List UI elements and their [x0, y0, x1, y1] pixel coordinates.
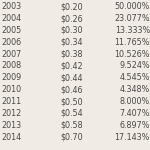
Text: $0.70: $0.70: [60, 133, 83, 142]
Text: 2014: 2014: [2, 133, 22, 142]
Text: 9.524%: 9.524%: [119, 61, 150, 70]
Text: 2011: 2011: [2, 97, 22, 106]
Text: 2003: 2003: [2, 2, 22, 11]
Text: 2012: 2012: [2, 109, 22, 118]
Text: $0.46: $0.46: [60, 85, 82, 94]
Text: 2005: 2005: [2, 26, 22, 35]
Text: 2010: 2010: [2, 85, 22, 94]
Text: 2007: 2007: [2, 50, 22, 59]
Text: $0.30: $0.30: [60, 26, 82, 35]
Text: $0.38: $0.38: [60, 50, 82, 59]
Text: 11.765%: 11.765%: [114, 38, 150, 47]
Text: 17.143%: 17.143%: [115, 133, 150, 142]
Text: 4.348%: 4.348%: [120, 85, 150, 94]
Text: $0.20: $0.20: [60, 2, 83, 11]
Text: 50.000%: 50.000%: [115, 2, 150, 11]
Text: 2013: 2013: [2, 121, 22, 130]
Text: 2009: 2009: [2, 73, 22, 82]
Text: $0.26: $0.26: [60, 14, 83, 23]
Text: $0.54: $0.54: [60, 109, 83, 118]
Text: 10.526%: 10.526%: [114, 50, 150, 59]
Text: $0.50: $0.50: [60, 97, 83, 106]
Text: 2004: 2004: [2, 14, 22, 23]
Text: 8.000%: 8.000%: [120, 97, 150, 106]
Text: 7.407%: 7.407%: [120, 109, 150, 118]
Text: $0.58: $0.58: [60, 121, 83, 130]
Text: $0.42: $0.42: [60, 61, 83, 70]
Text: $0.44: $0.44: [60, 73, 82, 82]
Text: 2006: 2006: [2, 38, 22, 47]
Text: 6.897%: 6.897%: [120, 121, 150, 130]
Text: 2008: 2008: [2, 61, 22, 70]
Text: $0.34: $0.34: [60, 38, 82, 47]
Text: 13.333%: 13.333%: [115, 26, 150, 35]
Text: 4.545%: 4.545%: [120, 73, 150, 82]
Text: 23.077%: 23.077%: [114, 14, 150, 23]
